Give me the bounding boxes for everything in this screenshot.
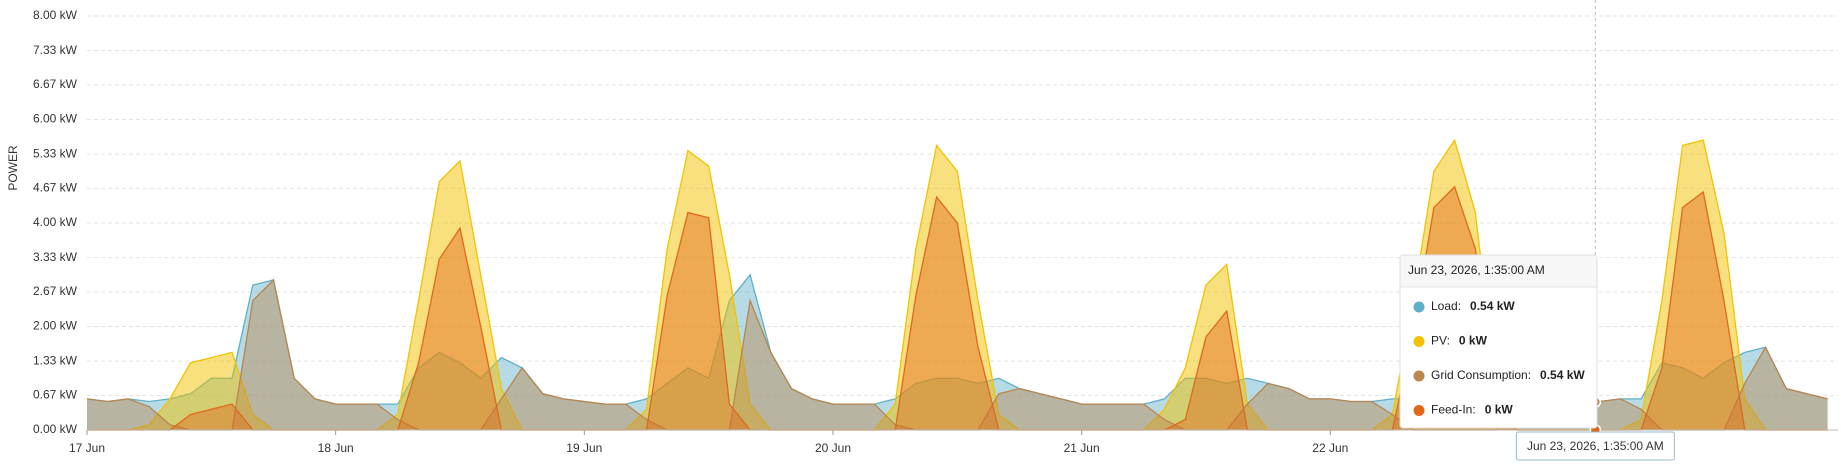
y-tick-label: 7.33 kW — [33, 43, 78, 57]
tooltip-swatch — [1413, 370, 1425, 382]
y-axis-label: POWER — [6, 145, 20, 191]
tooltip-swatch — [1413, 301, 1425, 313]
tooltip-swatch — [1413, 405, 1425, 416]
x-tick-label: 20 Jun — [815, 441, 851, 455]
crosshair-label-box — [1515, 431, 1675, 461]
x-tick-label: 21 Jun — [1064, 441, 1100, 455]
tooltip-item-value: 0.54 kW — [1540, 368, 1585, 382]
y-tick-label: 1.33 kW — [33, 353, 78, 367]
tooltip-header — [1400, 255, 1597, 287]
x-tick-label: 17 Jun — [69, 441, 105, 455]
series-area — [87, 279, 1828, 430]
tooltip-item-name: Feed-In: — [1431, 403, 1476, 417]
tooltip-item-value: 0 kW — [1485, 403, 1514, 417]
y-tick-label: 0.00 kW — [33, 422, 78, 436]
y-tick-label: 6.67 kW — [33, 77, 78, 91]
y-tick-label: 5.33 kW — [33, 146, 78, 160]
tooltip-box — [1399, 254, 1598, 429]
series-area — [87, 186, 1828, 430]
tooltip-swatch — [1413, 336, 1425, 347]
y-tick-label: 8.00 kW — [33, 8, 78, 22]
y-tick-label: 2.67 kW — [33, 284, 78, 298]
crosshair-label-text: Jun 23, 2026, 1:35:00 AM — [1527, 439, 1664, 453]
y-tick-label: 0.67 kW — [33, 387, 78, 401]
tooltip-item-name: PV: — [1431, 334, 1450, 348]
series-area — [87, 140, 1828, 430]
y-tick-label: 6.00 kW — [33, 112, 78, 126]
y-tick-label: 4.00 kW — [33, 215, 78, 229]
x-tick-label: 18 Jun — [318, 441, 354, 455]
x-tick-label: 19 Jun — [566, 441, 602, 455]
tooltip: Jun 23, 2026, 1:35:00 AM Load: 0.54 kW PV: 0… — [1399, 254, 1598, 429]
x-tick-label: 22 Jun — [1312, 441, 1348, 455]
tooltip-item-value: 0 kW — [1459, 334, 1488, 348]
tooltip-item-name: Grid Consumption: — [1431, 368, 1531, 382]
tooltip-title: Jun 23, 2026, 1:35:00 AM — [1408, 263, 1545, 277]
y-tick-label: 2.00 kW — [33, 319, 78, 333]
crosshair-label: Jun 23, 2026, 1:35:00 AM — [1515, 431, 1675, 461]
y-tick-label: 3.33 kW — [33, 250, 78, 264]
series-area — [87, 274, 1828, 430]
y-tick-label: 4.67 kW — [33, 180, 78, 194]
tooltip-item-value: 0.54 kW — [1470, 299, 1515, 313]
tooltip-item-name: Load: — [1431, 299, 1461, 313]
